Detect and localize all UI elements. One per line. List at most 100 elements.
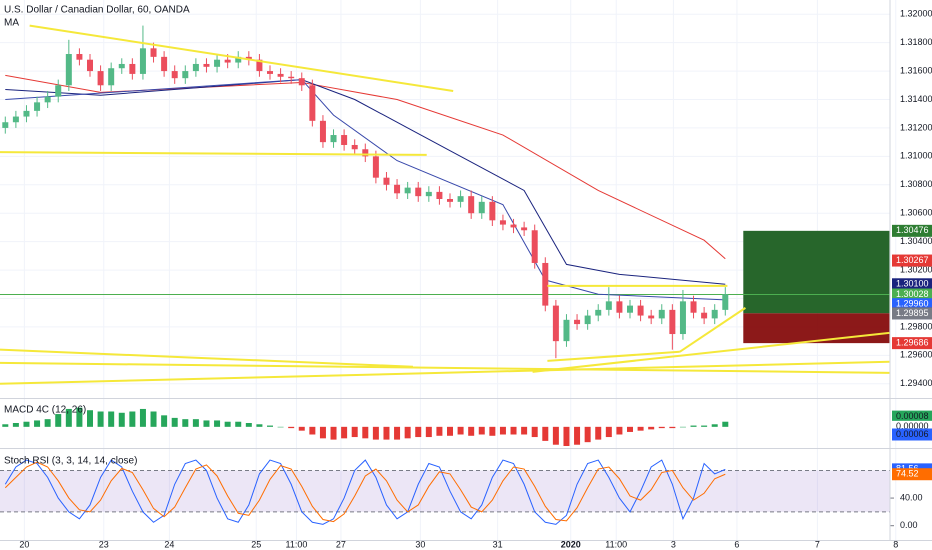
candle-body: [277, 73, 284, 77]
candle-body: [457, 196, 464, 202]
candle-body: [584, 315, 591, 325]
histogram-bar: [595, 426, 602, 440]
candle-body: [76, 54, 83, 60]
candle-body: [55, 85, 62, 97]
y-tick-label: 0.00008: [896, 411, 929, 421]
histogram-bar: [415, 426, 422, 438]
histogram-bar: [203, 420, 210, 427]
chart-subtitle: MA: [4, 18, 19, 29]
candle-body: [23, 110, 30, 117]
histogram-bar: [161, 415, 168, 427]
candle-body: [478, 201, 485, 214]
trendline: [547, 350, 680, 362]
histogram-bar: [351, 426, 358, 438]
x-tick-label: 25: [251, 539, 261, 549]
candle-body: [436, 191, 443, 199]
candle-body: [87, 59, 93, 72]
histogram-bar: [118, 412, 125, 427]
histogram-bar: [542, 426, 549, 441]
histogram-bar: [150, 411, 157, 427]
candle-body: [574, 319, 581, 325]
candle-body: [447, 199, 453, 202]
trendline: [532, 331, 890, 373]
candle-body: [489, 201, 496, 221]
histogram-bar: [288, 426, 295, 429]
candle-body: [288, 76, 295, 79]
histogram-bar: [584, 426, 591, 443]
trendline: [0, 348, 413, 368]
candle-body: [690, 301, 697, 313]
histogram-bar: [34, 420, 41, 427]
candle-body: [499, 220, 506, 225]
histogram-bar: [521, 426, 528, 435]
candle-body: [34, 102, 41, 111]
histogram-bar: [531, 426, 538, 438]
price-badge: [892, 254, 932, 267]
x-tick-label: 6: [734, 539, 739, 549]
y-tick-label: 1.31400: [900, 94, 932, 104]
candle-body: [394, 184, 401, 194]
candle-body: [44, 96, 51, 103]
y-tick-label: 1.30200: [900, 264, 932, 274]
histogram-bar: [362, 426, 369, 439]
histogram-bar: [605, 426, 612, 438]
macd-title: MACD 4C (12, 26): [4, 405, 86, 416]
candle-body: [298, 78, 305, 86]
histogram-bar: [637, 426, 644, 431]
histogram-bar: [12, 423, 19, 427]
candle-body: [171, 71, 178, 79]
candle-body: [192, 63, 199, 72]
y-tick-label: 1.30600: [900, 208, 932, 218]
candle-body: [563, 319, 570, 342]
histogram-bar: [245, 423, 252, 427]
candle-body: [319, 120, 326, 143]
candle-body: [362, 149, 369, 157]
price-badge-label: 1.30267: [896, 255, 929, 265]
histogram-bar: [436, 426, 443, 436]
y-tick-label: 1.29800: [900, 321, 932, 331]
candle-body: [658, 309, 665, 319]
candle-body: [97, 71, 104, 86]
candle-body: [129, 63, 136, 74]
histogram-bar: [690, 425, 697, 427]
histogram-bar: [267, 425, 273, 427]
candle-body: [161, 56, 168, 72]
candle-body: [627, 305, 633, 313]
price-badge-label: 1.29686: [896, 338, 929, 348]
candle-body: [679, 301, 686, 335]
histogram-bar: [2, 424, 9, 427]
candle-body: [542, 262, 549, 306]
price-badge: [892, 278, 932, 291]
histogram-bar: [616, 426, 623, 435]
histogram-bar: [574, 426, 581, 445]
y-tick-label: 1.31000: [900, 151, 932, 161]
histogram-bar: [404, 426, 411, 439]
candle-body: [267, 71, 273, 74]
y-tick-label: 0.00006: [896, 429, 929, 439]
histogram-bar: [648, 426, 655, 430]
trendline: [0, 361, 890, 374]
x-tick-label: 27: [336, 539, 346, 549]
candle-body: [605, 301, 612, 310]
price-badge: [892, 307, 932, 320]
candle-body: [203, 63, 210, 67]
histogram-bar: [701, 425, 708, 427]
histogram-bar: [722, 421, 729, 427]
moving-average: [5, 79, 726, 285]
y-tick-label: 40.00: [900, 492, 923, 502]
histogram-bar: [711, 424, 718, 427]
candle-body: [2, 122, 9, 128]
histogram-bar: [669, 426, 676, 429]
stoch-line: [4, 459, 726, 525]
candle-body: [341, 135, 348, 145]
y-tick-label: 1.31200: [900, 122, 932, 132]
x-tick-label: 8: [893, 539, 898, 549]
candle-body: [510, 224, 517, 228]
histogram-bar: [65, 408, 72, 427]
candle-body: [351, 144, 358, 150]
candle-body: [722, 294, 729, 310]
candle-body: [637, 305, 644, 316]
candle-body: [12, 116, 19, 123]
y-tick-label: 1.30400: [900, 236, 932, 246]
histogram-bar: [447, 426, 453, 436]
